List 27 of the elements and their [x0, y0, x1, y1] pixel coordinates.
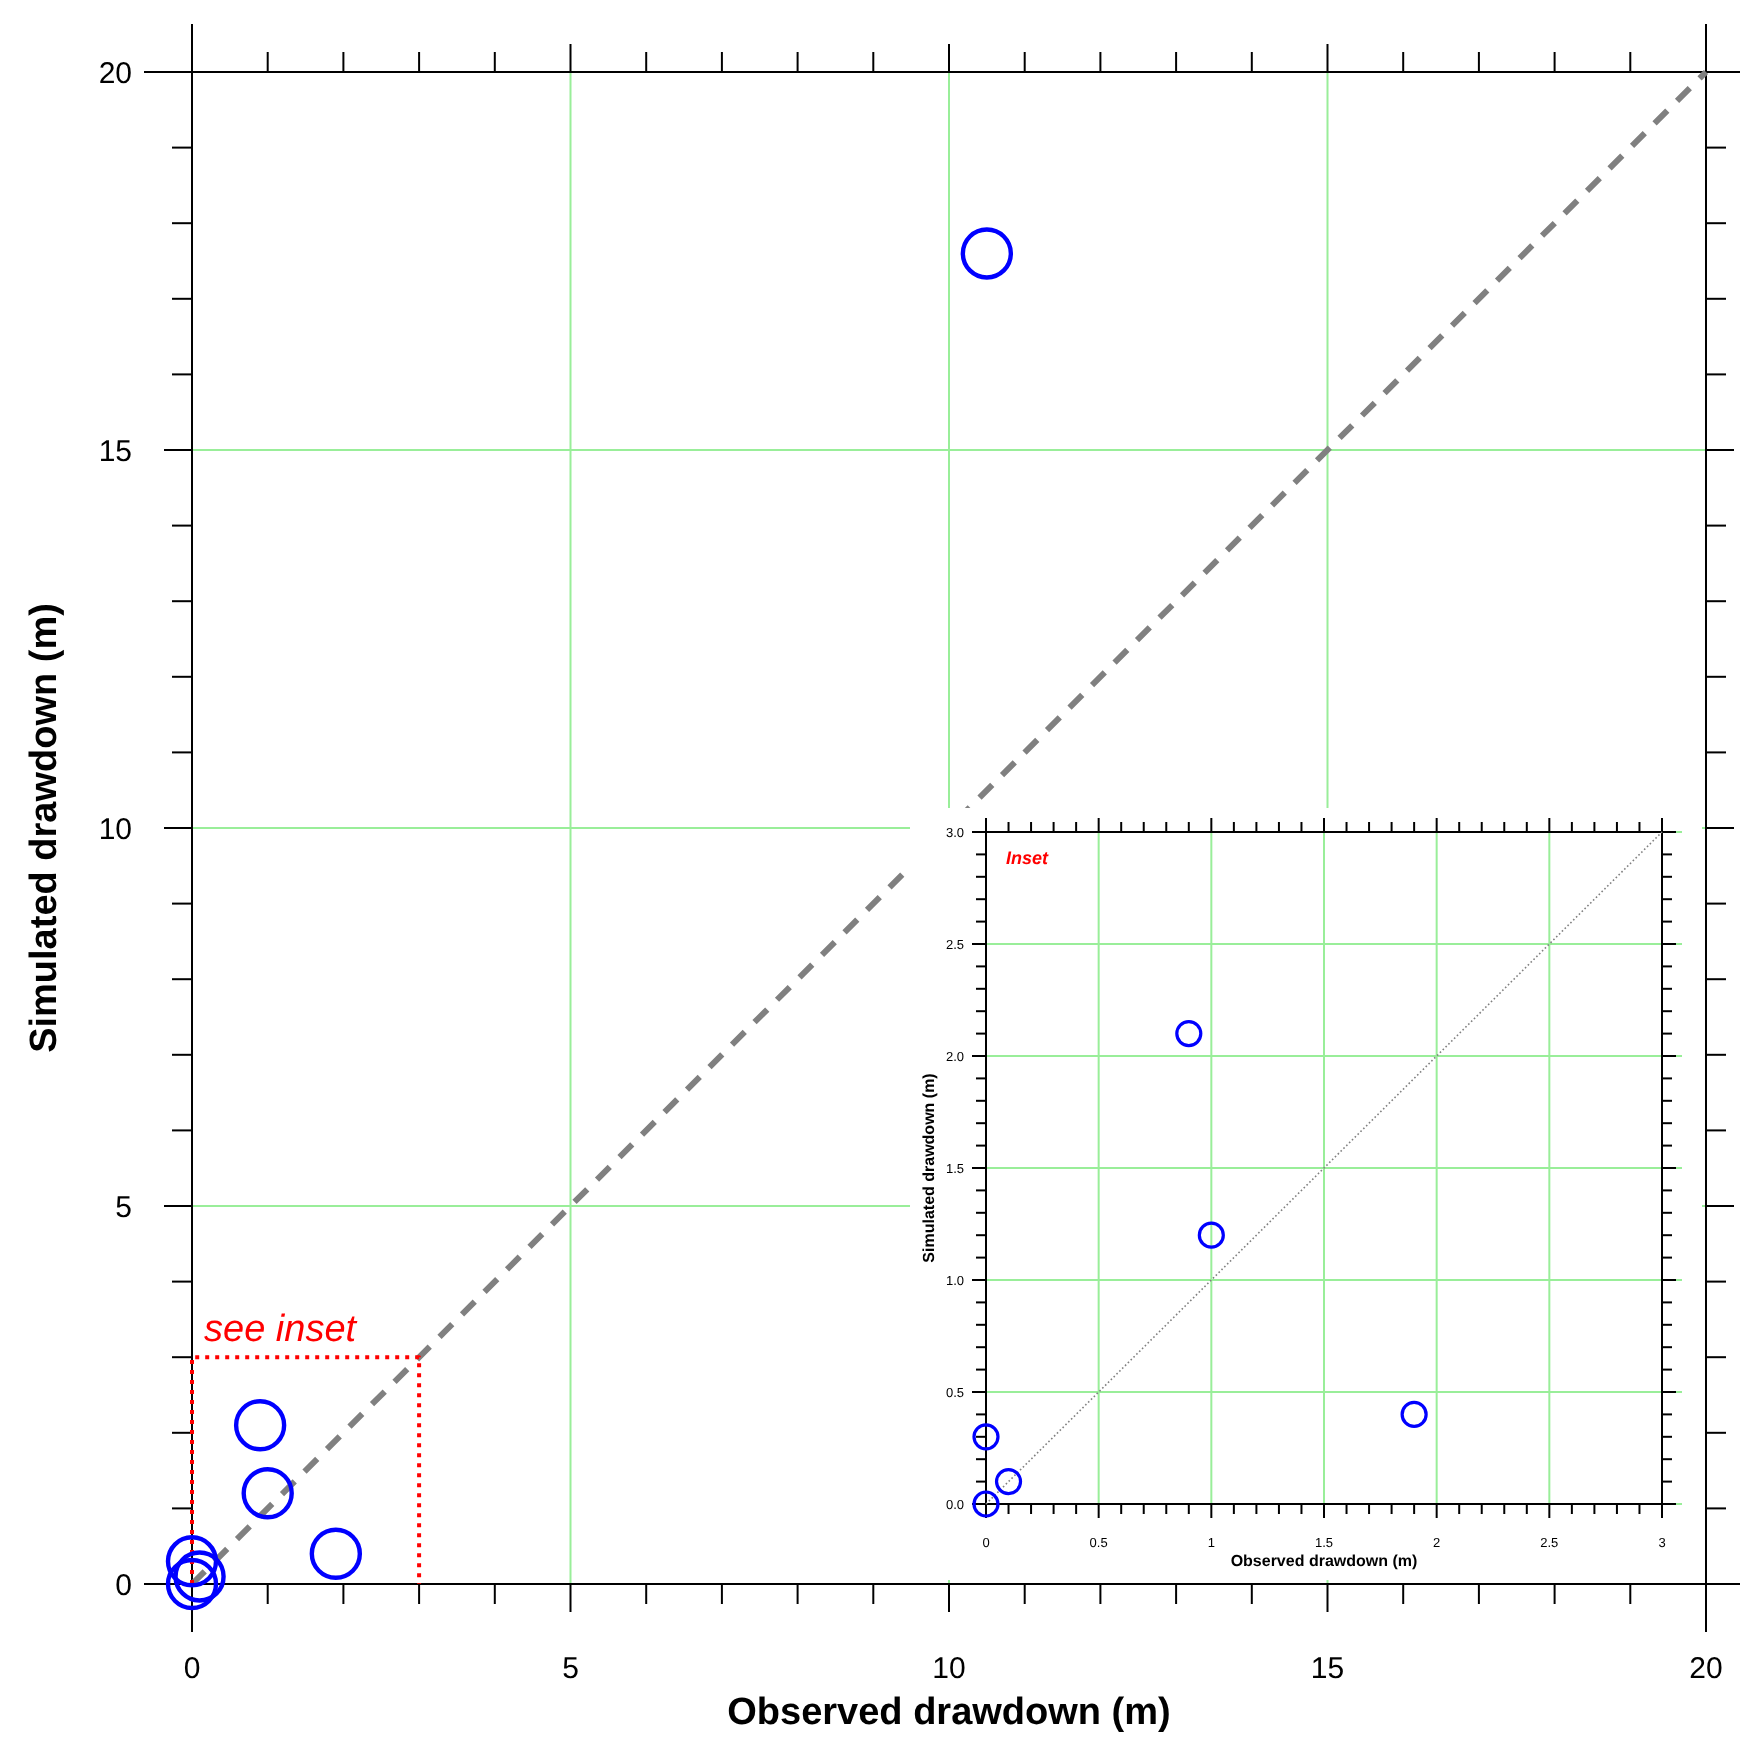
point [165, 1535, 219, 1588]
annotation: Inset [1006, 848, 1051, 868]
x-tick-label: 0 [183, 1652, 201, 1686]
point [309, 1527, 363, 1580]
point [1197, 1221, 1225, 1249]
x-tick-label: 15 [1310, 1652, 1345, 1686]
y-tick-label: 20 [98, 56, 132, 91]
x-axis-title: Observed drawdown (m) [727, 1691, 1171, 1734]
point [960, 227, 1014, 280]
annotation: see inset [204, 1309, 358, 1352]
point [165, 1557, 219, 1611]
y-tick-label: 0 [115, 1568, 132, 1603]
point [241, 1467, 294, 1520]
point [233, 1399, 287, 1452]
point [173, 1550, 226, 1603]
y-tick-label: 10 [98, 812, 132, 847]
point [994, 1468, 1023, 1496]
x-tick-label: 20 [1689, 1652, 1723, 1686]
y-tick-label: 5 [115, 1190, 132, 1225]
y-axis-title: Simulated drawdown (m) [920, 1072, 938, 1263]
x-axis-title: Observed drawdown (m) [1230, 1551, 1419, 1570]
point [972, 1423, 1000, 1451]
x-tick-label: 5 [562, 1652, 579, 1686]
y-axis-title: Simulated drawdown (m) [24, 603, 66, 1053]
y-tick-label: 15 [98, 434, 132, 469]
point [1400, 1400, 1428, 1428]
point [1175, 1020, 1203, 1048]
